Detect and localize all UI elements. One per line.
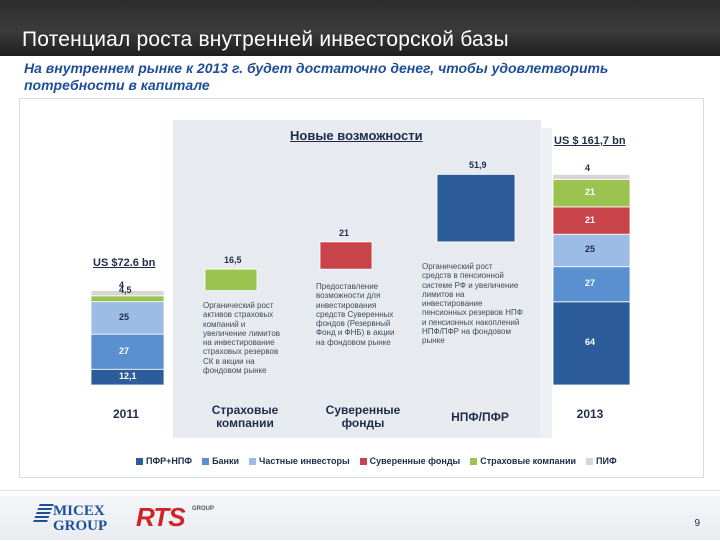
description-insurance: Органический рост активов страховых комп…	[203, 301, 281, 376]
title-bar: Потенциал роста внутренней инвесторской …	[0, 0, 720, 56]
data-label: 64	[585, 337, 596, 348]
data-label: 4	[119, 279, 125, 290]
category-label-insurance: Страховые компании	[211, 403, 279, 430]
data-label: 27	[585, 278, 596, 289]
data-label: 21	[585, 187, 596, 198]
chart-title: Новые возможности	[290, 128, 423, 143]
chart-legend: ПФР+НПФ Банки Частные инвесторы Суверенн…	[136, 454, 676, 468]
data-label: 25	[119, 311, 130, 322]
data-label: 16,5	[224, 255, 242, 266]
legend-item: Страховые компании	[470, 456, 576, 466]
page-number: 9	[694, 518, 700, 529]
data-label: 4	[585, 163, 591, 174]
rts-group-logo: RTS GROUP	[136, 502, 215, 532]
data-label: 25	[585, 244, 596, 255]
category-label-pension: НПФ/ПФР	[451, 410, 509, 424]
description-pension: Органический рост средств в пенсионной с…	[422, 262, 523, 346]
data-label: 21	[585, 214, 596, 225]
legend-item: ПИФ	[586, 456, 617, 466]
total-2013: US $ 161,7 bn	[554, 135, 626, 147]
legend-item: ПФР+НПФ	[136, 456, 192, 466]
category-label-sovereign: Суверенные фонды	[325, 403, 401, 430]
description-sovereign: Предоставление возможности для инвестиро…	[316, 282, 395, 347]
data-label: 12,1	[119, 371, 137, 382]
category-label-2013: 2013	[576, 407, 604, 421]
footer-band	[0, 496, 720, 540]
data-label: 51,9	[469, 160, 487, 171]
shade-strip	[540, 128, 552, 438]
page-title: Потенциал роста внутренней инвесторской …	[22, 28, 509, 51]
total-2011: US $72.6 bn	[93, 257, 156, 269]
data-label: 27	[119, 345, 130, 356]
data-label: 21	[339, 227, 350, 238]
legend-item: Суверенные фонды	[359, 456, 460, 466]
slide-subtitle: На внутреннем рынке к 2013 г. будет дост…	[24, 60, 609, 93]
micex-group-logo: MICEX GROUP	[32, 504, 107, 534]
category-label-2011: 2011	[112, 407, 140, 421]
data-label: 4,5	[119, 284, 132, 295]
legend-item: Банки	[202, 456, 239, 466]
legend-item: Частные инвесторы	[249, 456, 350, 466]
